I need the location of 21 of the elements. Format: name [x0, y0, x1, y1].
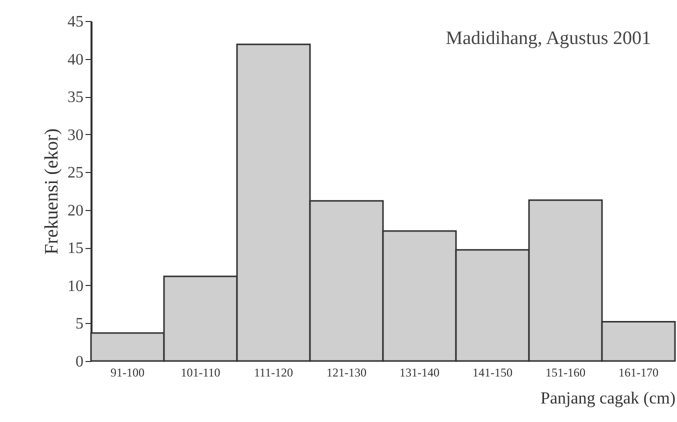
x-axis-title: Panjang cagak (cm)	[540, 388, 676, 408]
y-tick-label: 25	[68, 164, 84, 182]
annotation: Madidihang, Agustus 2001	[446, 28, 651, 49]
x-tick-label: 101-110	[180, 366, 220, 380]
x-tick-label: 121-130	[326, 366, 366, 380]
y-tick-label: 30	[68, 126, 84, 144]
y-tick-label: 40	[68, 51, 84, 68]
x-tick-label: 91-100	[110, 366, 144, 380]
y-axis-title: Frekuensi (ekor)	[42, 128, 62, 255]
y-tick-label: 5	[76, 316, 84, 333]
x-tick-label: 141-150	[472, 366, 512, 380]
x-tick-label: 161-170	[618, 366, 658, 380]
x-tick-label: 151-160	[546, 366, 586, 380]
y-tick-label: 20	[68, 202, 84, 220]
x-tick-label: 111-120	[254, 366, 294, 380]
y-tick-label: 45	[68, 14, 84, 30]
x-tick-label: 131-140	[400, 366, 440, 380]
y-tick-label: 0	[76, 354, 84, 370]
y-tick-label: 10	[68, 278, 84, 295]
y-tick-label: 15	[68, 240, 84, 258]
y-tick-label: 35	[68, 89, 84, 106]
